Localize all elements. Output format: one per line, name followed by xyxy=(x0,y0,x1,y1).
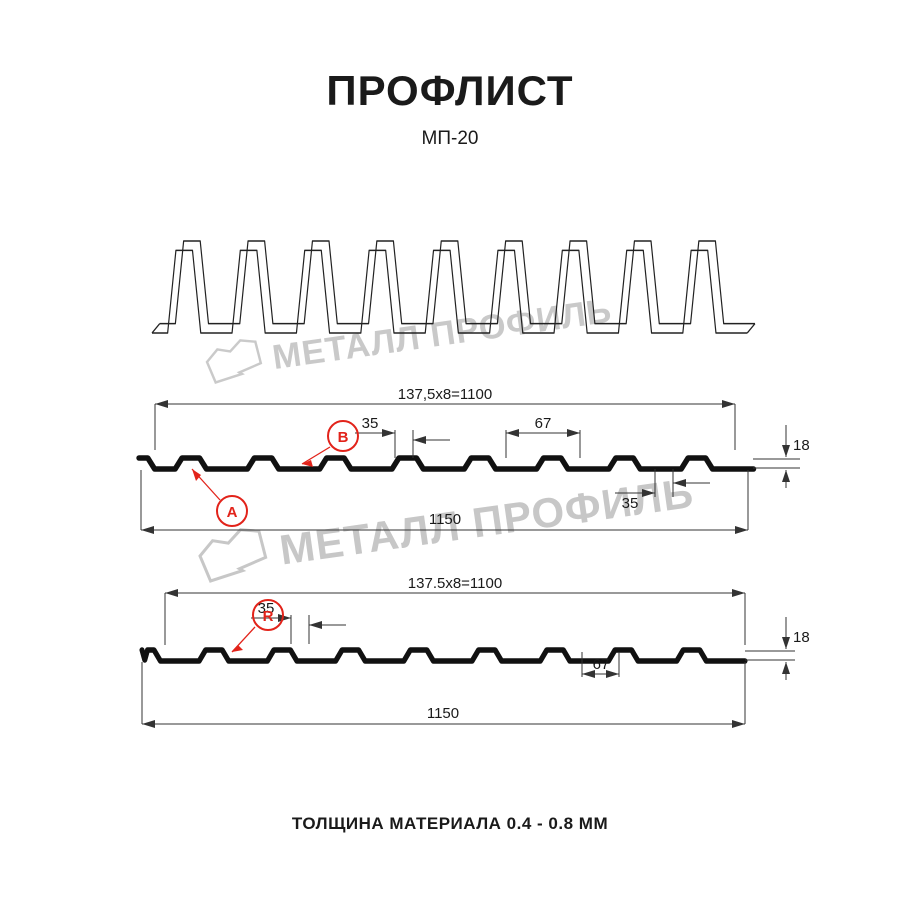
svg-text:1150: 1150 xyxy=(429,511,461,528)
svg-text:18: 18 xyxy=(793,437,810,454)
svg-text:B: B xyxy=(338,429,349,446)
svg-text:35: 35 xyxy=(362,415,379,432)
svg-text:1150: 1150 xyxy=(427,705,459,722)
svg-text:ТОЛЩИНА МАТЕРИАЛА 0.4 - 0.8 ММ: ТОЛЩИНА МАТЕРИАЛА 0.4 - 0.8 ММ xyxy=(292,814,608,833)
svg-text:35: 35 xyxy=(622,495,639,512)
svg-text:67: 67 xyxy=(593,656,610,673)
svg-text:18: 18 xyxy=(793,629,810,646)
svg-text:67: 67 xyxy=(535,415,552,432)
svg-text:R: R xyxy=(263,608,274,625)
svg-text:МП-20: МП-20 xyxy=(422,128,479,149)
svg-text:137.5x8=1100: 137.5x8=1100 xyxy=(408,575,502,592)
svg-text:ПРОФЛИСТ: ПРОФЛИСТ xyxy=(326,67,573,114)
svg-text:A: A xyxy=(227,504,238,521)
svg-text:137,5x8=1100: 137,5x8=1100 xyxy=(398,386,492,403)
